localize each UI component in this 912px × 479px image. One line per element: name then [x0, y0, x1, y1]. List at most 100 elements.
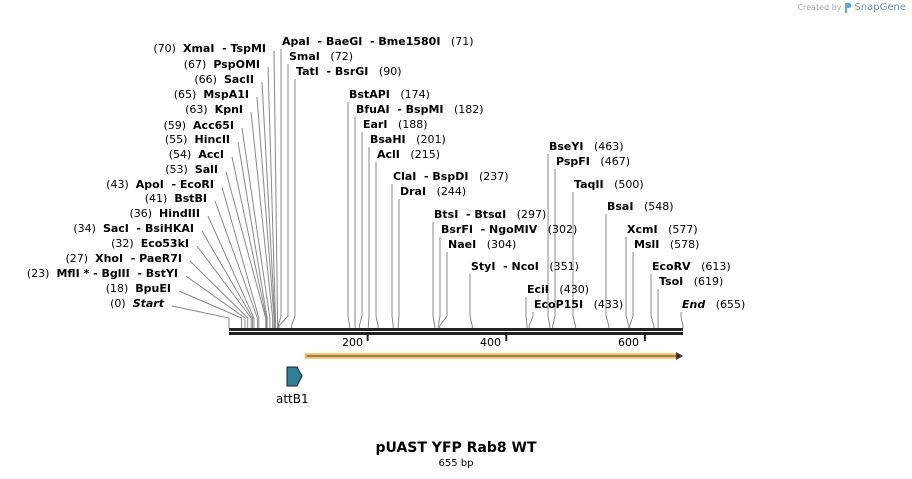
- enzyme-site-label[interactable]: (65) MspA1I: [174, 88, 249, 101]
- enzyme-name: AccI: [198, 148, 224, 161]
- enzyme-site-label[interactable]: TaqII (500): [574, 178, 644, 191]
- enzyme-site-label[interactable]: (66) SacII: [194, 73, 254, 86]
- attb1-feature-arrow-icon: [286, 366, 303, 387]
- enzyme-site-label[interactable]: (23) MflI * - BglII - BstYI: [27, 267, 178, 280]
- feature-arrowhead-icon: [676, 352, 683, 360]
- enzyme-site-label[interactable]: (55) HincII: [165, 133, 230, 146]
- site-leader-line: [273, 50, 279, 328]
- enzyme-name: BstAPI: [349, 88, 390, 101]
- enzyme-site-label[interactable]: TsoI (619): [659, 275, 723, 288]
- enzyme-name: StyI - NcoI: [471, 260, 539, 273]
- enzyme-site-label[interactable]: BtsI - BtsαI (297): [434, 208, 546, 221]
- site-position: (548): [643, 200, 674, 213]
- site-leader-line: [432, 222, 436, 328]
- site-position: (655): [715, 298, 746, 311]
- enzyme-site-label[interactable]: BsrFI - NgoMIV (302): [441, 223, 577, 236]
- enzyme-site-label[interactable]: (36) HindIII: [129, 207, 200, 220]
- enzyme-name: NaeI: [448, 238, 477, 251]
- enzyme-name: EciI: [527, 283, 549, 296]
- enzyme-name: ApoI - EcoRI: [135, 178, 214, 191]
- enzyme-name: DraI: [400, 185, 427, 198]
- enzyme-site-label[interactable]: (34) SacI - BsiHKAI: [73, 222, 194, 235]
- site-leader-line: [572, 192, 577, 328]
- enzyme-site-label[interactable]: BseYI (463): [549, 140, 624, 153]
- credit-prefix: Created by: [797, 3, 842, 12]
- enzyme-site-label[interactable]: (18) BpuEI: [106, 282, 171, 295]
- enzyme-site-label[interactable]: (27) XhoI - PaeR7I: [66, 252, 182, 265]
- enzyme-name: BpuEI: [135, 282, 171, 295]
- site-leader-line: [278, 64, 289, 328]
- tick-mark: [505, 335, 508, 341]
- site-position: (578): [669, 238, 700, 251]
- enzyme-site-label[interactable]: EarI (188): [363, 118, 428, 131]
- enzyme-site-label[interactable]: (41) BstBI: [145, 192, 207, 205]
- site-leader-line: [439, 252, 448, 328]
- site-leader-line: [237, 141, 268, 328]
- site-position: (433): [593, 298, 624, 311]
- site-position: (72): [330, 50, 353, 63]
- enzyme-site-label[interactable]: TatI - BsrGI (90): [296, 65, 402, 78]
- enzyme-site-label[interactable]: (0) Start: [110, 297, 164, 310]
- site-position: (463): [593, 140, 624, 153]
- site-leader-line: [469, 274, 473, 328]
- enzyme-site-label[interactable]: EciI (430): [527, 283, 589, 296]
- enzyme-name: HincII: [194, 133, 230, 146]
- tick-mark: [366, 335, 369, 341]
- enzyme-site-label[interactable]: SmaI (72): [289, 50, 353, 63]
- enzyme-site-label[interactable]: BstAPI (174): [349, 88, 430, 101]
- enzyme-name: MflI * - BglII - BstYI: [56, 267, 178, 280]
- site-position: (55): [164, 133, 188, 146]
- enzyme-site-label[interactable]: (32) Eco53kI: [111, 237, 189, 250]
- site-leader-line: [552, 169, 556, 328]
- feature-label-attb1[interactable]: attB1: [276, 392, 309, 406]
- site-position: (302): [547, 223, 578, 236]
- enzyme-site-label[interactable]: BfuAI - BspMI (182): [356, 103, 484, 116]
- enzyme-name: Eco53kI: [140, 237, 189, 250]
- enzyme-site-label[interactable]: (59) Acc65I: [163, 119, 234, 132]
- enzyme-site-label[interactable]: (43) ApoI - EcoRI: [106, 178, 214, 191]
- enzyme-site-label[interactable]: EcoRV (613): [652, 260, 731, 273]
- site-position: (304): [486, 238, 517, 251]
- enzyme-site-label[interactable]: (63) KpnI: [185, 103, 243, 116]
- map-title: pUAST YFP Rab8 WT: [375, 440, 537, 456]
- enzyme-site-label[interactable]: ApaI - BaeGI - Bme1580I (71): [282, 35, 474, 48]
- site-position: (43): [106, 178, 129, 191]
- tick-label-600: 600: [618, 336, 639, 349]
- enzyme-site-label[interactable]: NaeI (304): [448, 238, 516, 251]
- enzyme-site-label[interactable]: StyI - NcoI (351): [471, 260, 579, 273]
- site-position: (577): [668, 223, 698, 236]
- enzyme-site-label[interactable]: EcoP15I (433): [534, 298, 623, 311]
- enzyme-site-label[interactable]: (54) AccI: [169, 148, 224, 161]
- site-position: (27): [65, 252, 89, 265]
- enzyme-name: BsaI: [607, 200, 634, 213]
- enzyme-site-label[interactable]: XcmI (577): [627, 223, 698, 236]
- enzyme-name: Acc65I: [193, 119, 234, 132]
- enzyme-site-label[interactable]: (53) SalI: [165, 163, 218, 176]
- enzyme-site-label[interactable]: End (655): [682, 298, 745, 311]
- enzyme-site-label[interactable]: MslI (578): [634, 238, 699, 251]
- enzyme-site-label[interactable]: BsaHI (201): [370, 133, 446, 146]
- enzyme-site-label[interactable]: AclI (215): [377, 148, 440, 161]
- enzyme-site-label[interactable]: ClaI - BspDI (237): [393, 170, 509, 183]
- enzyme-name: EcoP15I: [534, 298, 584, 311]
- enzyme-site-label[interactable]: PspFI (467): [556, 155, 630, 168]
- enzyme-site-label[interactable]: (67) PspOMI: [184, 58, 260, 71]
- map-length: 655 bp: [438, 458, 474, 469]
- site-position: (430): [559, 283, 589, 296]
- site-leader-line: [256, 96, 275, 328]
- enzyme-name: PspFI: [556, 155, 590, 168]
- site-position: (63): [185, 103, 208, 116]
- site-leader-line: [201, 230, 254, 328]
- enzyme-site-label[interactable]: BsaI (548): [607, 200, 674, 213]
- enzyme-site-label[interactable]: DraI (244): [400, 185, 466, 198]
- credit-brand: SnapGene: [854, 2, 906, 13]
- site-leader-line: [207, 215, 255, 328]
- enzyme-name: BstBI: [174, 192, 207, 205]
- enzyme-name: BfuAI - BspMI: [356, 103, 444, 116]
- site-leader-line: [241, 127, 271, 328]
- enzyme-name: TaqII: [574, 178, 604, 191]
- site-position: (34): [73, 222, 96, 235]
- enzyme-site-label[interactable]: (70) XmaI - TspMI: [153, 42, 266, 55]
- enzyme-name: EarI: [363, 118, 388, 131]
